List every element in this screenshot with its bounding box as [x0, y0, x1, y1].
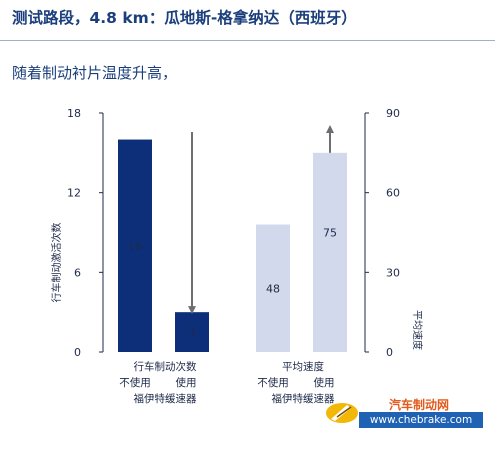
group-caption-label: 福伊特缓速器 [272, 392, 335, 405]
brake-caliper-logo-icon [326, 403, 358, 423]
arrow-up-head [326, 125, 334, 133]
group-name-label: 平均速度 [282, 360, 324, 373]
watermark-name: 汽车制动网 [389, 398, 450, 412]
bar-value-label: 48 [266, 282, 280, 295]
watermark-url[interactable]: www.chebrake.com [359, 412, 483, 428]
axis-layer [99, 112, 369, 353]
right-tick-label: 90 [386, 107, 400, 120]
left-axis-title: 行车制动激活次数 [50, 223, 63, 303]
bar-0-0 [118, 139, 152, 352]
category-label: 不使用 [257, 376, 289, 389]
category-label: 使用 [176, 376, 197, 389]
bar-value-label: 75 [323, 226, 337, 239]
title-divider [0, 40, 495, 41]
left-tick-label: 18 [67, 107, 81, 120]
group-name-label: 行车制动次数 [134, 360, 197, 373]
left-tick-label: 0 [74, 346, 81, 359]
bar-value-label: 3 [189, 327, 196, 340]
left-tick-label: 12 [67, 187, 81, 200]
category-label: 使用 [314, 376, 335, 389]
arrow-down-head [188, 306, 196, 315]
category-label: 不使用 [119, 376, 151, 389]
right-tick-label: 60 [386, 187, 400, 200]
right-tick-label: 30 [386, 266, 400, 279]
bar-layer [118, 125, 347, 352]
bar-1-0 [256, 224, 290, 352]
bar-value-label: 16 [128, 240, 142, 253]
page-title: 测试路段，4.8 km：瓜地斯-格拿纳达（西班牙） [12, 9, 357, 27]
right-tick-label: 0 [386, 346, 393, 359]
right-axis-title: 平均速度 [411, 310, 424, 350]
bar-1-1 [313, 152, 347, 352]
group-caption-label: 福伊特缓速器 [134, 392, 197, 405]
page-subtitle: 随着制动衬片温度升高， [12, 64, 178, 82]
bar-0-1 [175, 312, 209, 352]
watermark: 汽车制动网 www.chebrake.com [325, 396, 485, 430]
left-tick-label: 6 [74, 266, 81, 279]
